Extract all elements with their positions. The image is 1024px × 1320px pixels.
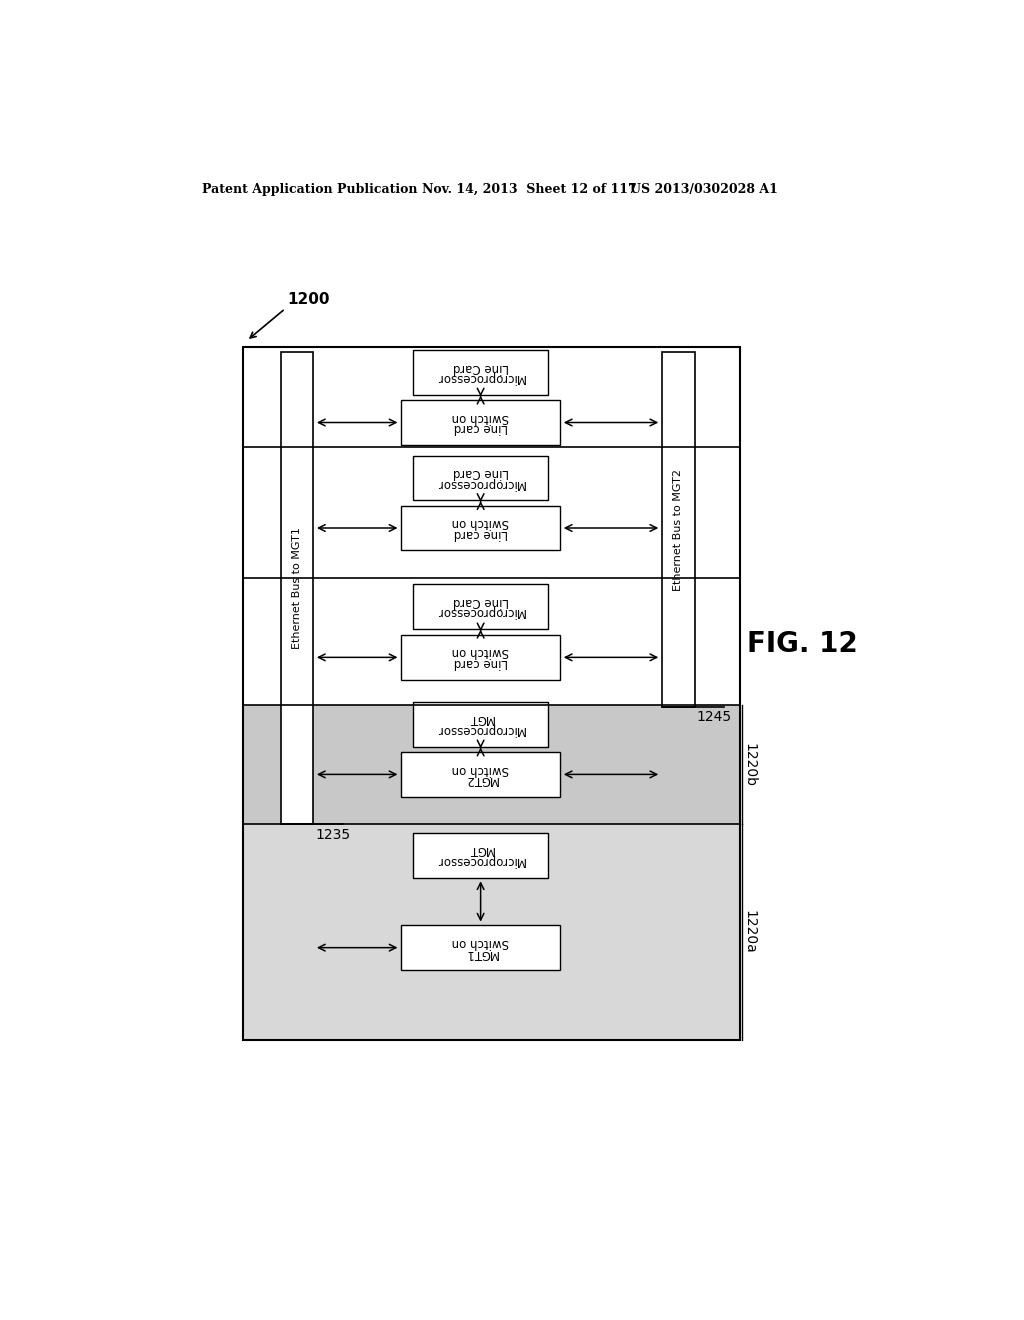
Text: Microprocessor: Microprocessor	[436, 371, 525, 384]
Text: Line Card: Line Card	[453, 360, 509, 374]
Text: MGT1: MGT1	[464, 946, 498, 960]
Bar	[413, 455, 549, 500]
Bar	[413, 702, 549, 747]
Text: 1220a: 1220a	[742, 911, 757, 954]
Text: FIG. 12: FIG. 12	[746, 630, 858, 657]
Text: Microprocessor: Microprocessor	[436, 854, 525, 867]
Bar	[401, 506, 560, 550]
Bar	[281, 352, 313, 825]
Text: Switch on: Switch on	[452, 411, 509, 424]
Text: Switch on: Switch on	[452, 516, 509, 529]
Bar	[243, 705, 740, 825]
Bar	[401, 925, 560, 970]
Text: MGT2: MGT2	[464, 774, 498, 787]
Text: Line Card: Line Card	[453, 466, 509, 479]
Text: Patent Application Publication: Patent Application Publication	[202, 182, 417, 195]
Bar	[662, 352, 694, 706]
Bar	[413, 833, 549, 878]
Text: Line Card: Line Card	[453, 594, 509, 607]
Text: MGT: MGT	[468, 843, 494, 857]
Text: 1200: 1200	[288, 292, 330, 308]
Bar	[401, 752, 560, 797]
Bar	[243, 347, 740, 1040]
Text: 1220b: 1220b	[742, 743, 757, 787]
Text: Microprocessor: Microprocessor	[436, 477, 525, 490]
Text: Line card: Line card	[454, 527, 508, 540]
Text: MGT: MGT	[468, 713, 494, 726]
Bar	[413, 585, 549, 628]
Text: Switch on: Switch on	[452, 763, 509, 776]
Text: Switch on: Switch on	[452, 936, 509, 949]
Text: Nov. 14, 2013  Sheet 12 of 117: Nov. 14, 2013 Sheet 12 of 117	[423, 182, 637, 195]
Text: 1245: 1245	[697, 710, 732, 723]
Text: Microprocessor: Microprocessor	[436, 606, 525, 619]
Bar	[413, 350, 549, 395]
Bar	[243, 825, 740, 1040]
Text: Switch on: Switch on	[452, 645, 509, 659]
Bar	[401, 635, 560, 680]
Text: Line card: Line card	[454, 421, 508, 434]
Text: US 2013/0302028 A1: US 2013/0302028 A1	[630, 182, 778, 195]
Text: Ethernet Bus to MGT1: Ethernet Bus to MGT1	[292, 528, 302, 649]
Text: 1235: 1235	[315, 828, 350, 842]
Text: Microprocessor: Microprocessor	[436, 723, 525, 737]
Text: Ethernet Bus to MGT2: Ethernet Bus to MGT2	[673, 469, 683, 590]
Bar	[401, 400, 560, 445]
Text: Line card: Line card	[454, 656, 508, 669]
